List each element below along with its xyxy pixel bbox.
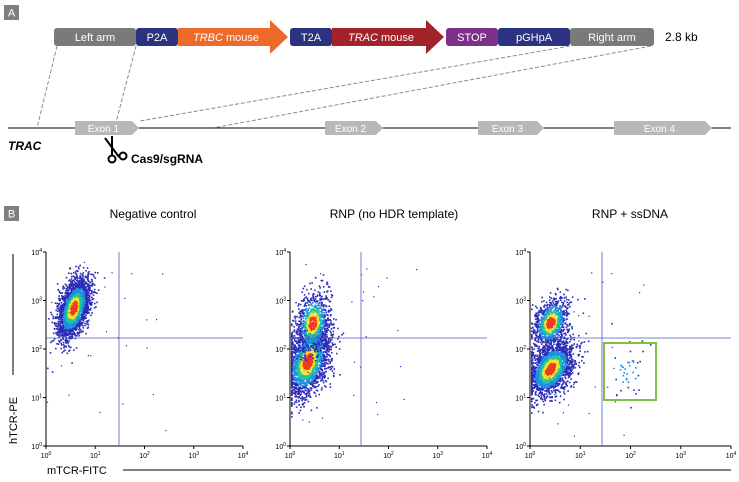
- y-tick-label: 101: [275, 394, 286, 403]
- homology-lines: [36, 45, 652, 131]
- y-tick-label: 100: [31, 442, 42, 451]
- density-points: [531, 272, 652, 437]
- x-tick-label: 104: [482, 451, 493, 460]
- construct-segment-pghpa: pGHpA: [498, 28, 570, 46]
- exon-label: Exon 3: [492, 124, 524, 135]
- x-tick-label: 104: [238, 451, 249, 460]
- x-tick-label: 101: [575, 451, 586, 460]
- exon-3: Exon 3: [478, 121, 544, 135]
- flow-plots: 1001001011011021021031031041041001001011…: [31, 248, 736, 460]
- x-tick-label: 100: [285, 451, 296, 460]
- hdr-gate: [603, 342, 657, 401]
- density-points: [46, 261, 167, 432]
- y-tick-label: 104: [31, 248, 42, 257]
- y-tick-label: 101: [31, 394, 42, 403]
- panel-b-label: B: [4, 206, 19, 221]
- y-tick-label: 103: [275, 297, 286, 306]
- scissors-icon: [104, 136, 128, 164]
- x-tick-label: 103: [188, 451, 199, 460]
- construct-segment-label: STOP: [457, 32, 487, 44]
- y-tick-label: 104: [515, 248, 526, 257]
- x-tick-label: 103: [432, 451, 443, 460]
- plot-title-rnp-no-hdr: RNP (no HDR template): [330, 207, 458, 221]
- y-tick-label: 102: [515, 345, 526, 354]
- construct-segment-trac-mouse: TRAC mouse: [332, 20, 444, 54]
- trac-gene-label: TRAC: [8, 139, 42, 153]
- x-tick-label: 103: [675, 451, 686, 460]
- construct-segment-label: TRAC mouse: [348, 32, 414, 44]
- construct-segment-label: TRBC mouse: [193, 32, 259, 44]
- construct-segment-p2a: P2A: [136, 28, 178, 46]
- y-tick-label: 103: [515, 297, 526, 306]
- construct-segment-stop: STOP: [446, 28, 498, 46]
- x-tick-label: 100: [41, 451, 52, 460]
- exon-label: Exon 1: [88, 124, 120, 135]
- x-tick-label: 101: [90, 451, 101, 460]
- y-tick-label: 100: [275, 442, 286, 451]
- y-tick-label: 102: [31, 345, 42, 354]
- construct-segment-trbc: TRBC mouse: [178, 20, 288, 54]
- x-tick-label: 100: [525, 451, 536, 460]
- x-axis-title: mTCR-FITC: [47, 465, 731, 477]
- y-tick-label: 102: [275, 345, 286, 354]
- construct-segment-label: Right arm: [588, 32, 636, 44]
- construct-segment-right-arm: Right arm: [570, 28, 654, 46]
- plot-title-negative-control: Negative control: [110, 207, 197, 221]
- y-tick-label: 103: [31, 297, 42, 306]
- y-tick-label: 101: [515, 394, 526, 403]
- cas9-sgrna-label: Cas9/sgRNA: [131, 152, 203, 166]
- density-points: [291, 264, 418, 423]
- construct-size: 2.8 kb: [665, 30, 698, 44]
- construct-segment-label: Left arm: [75, 32, 115, 44]
- plot-title-rnp-ssdna: RNP + ssDNA: [592, 207, 668, 221]
- construct-segment-label: T2A: [301, 32, 322, 44]
- y-axis-title: hTCR-PE: [8, 254, 20, 444]
- exon-label: Exon 2: [335, 124, 367, 135]
- exon-4: Exon 4: [614, 121, 712, 135]
- construct-segment-left-arm: Left arm: [54, 28, 136, 46]
- panel-a-label: A: [4, 5, 19, 20]
- svg-text:A: A: [8, 8, 16, 20]
- exon-1: Exon 1: [75, 121, 139, 135]
- exon-2: Exon 2: [325, 121, 383, 135]
- construct-segment-label: P2A: [147, 32, 168, 44]
- hdr-construct: Left arm P2A TRBC mouse T2A TRAC mouse STOP pG…: [54, 20, 654, 54]
- x-tick-label: 101: [334, 451, 345, 460]
- construct-segment-label: pGHpA: [516, 32, 553, 44]
- svg-text:B: B: [8, 209, 15, 221]
- exons: Exon 1 Exon 2 Exon 3 Exon 4: [75, 121, 712, 135]
- exon-label: Exon 4: [644, 124, 676, 135]
- y-tick-label: 104: [275, 248, 286, 257]
- construct-segment-t2a: T2A: [290, 28, 332, 46]
- x-tick-label: 102: [139, 451, 150, 460]
- x-tick-label: 102: [383, 451, 394, 460]
- y-tick-label: 100: [515, 442, 526, 451]
- x-tick-label: 104: [726, 451, 737, 460]
- x-tick-label: 102: [625, 451, 636, 460]
